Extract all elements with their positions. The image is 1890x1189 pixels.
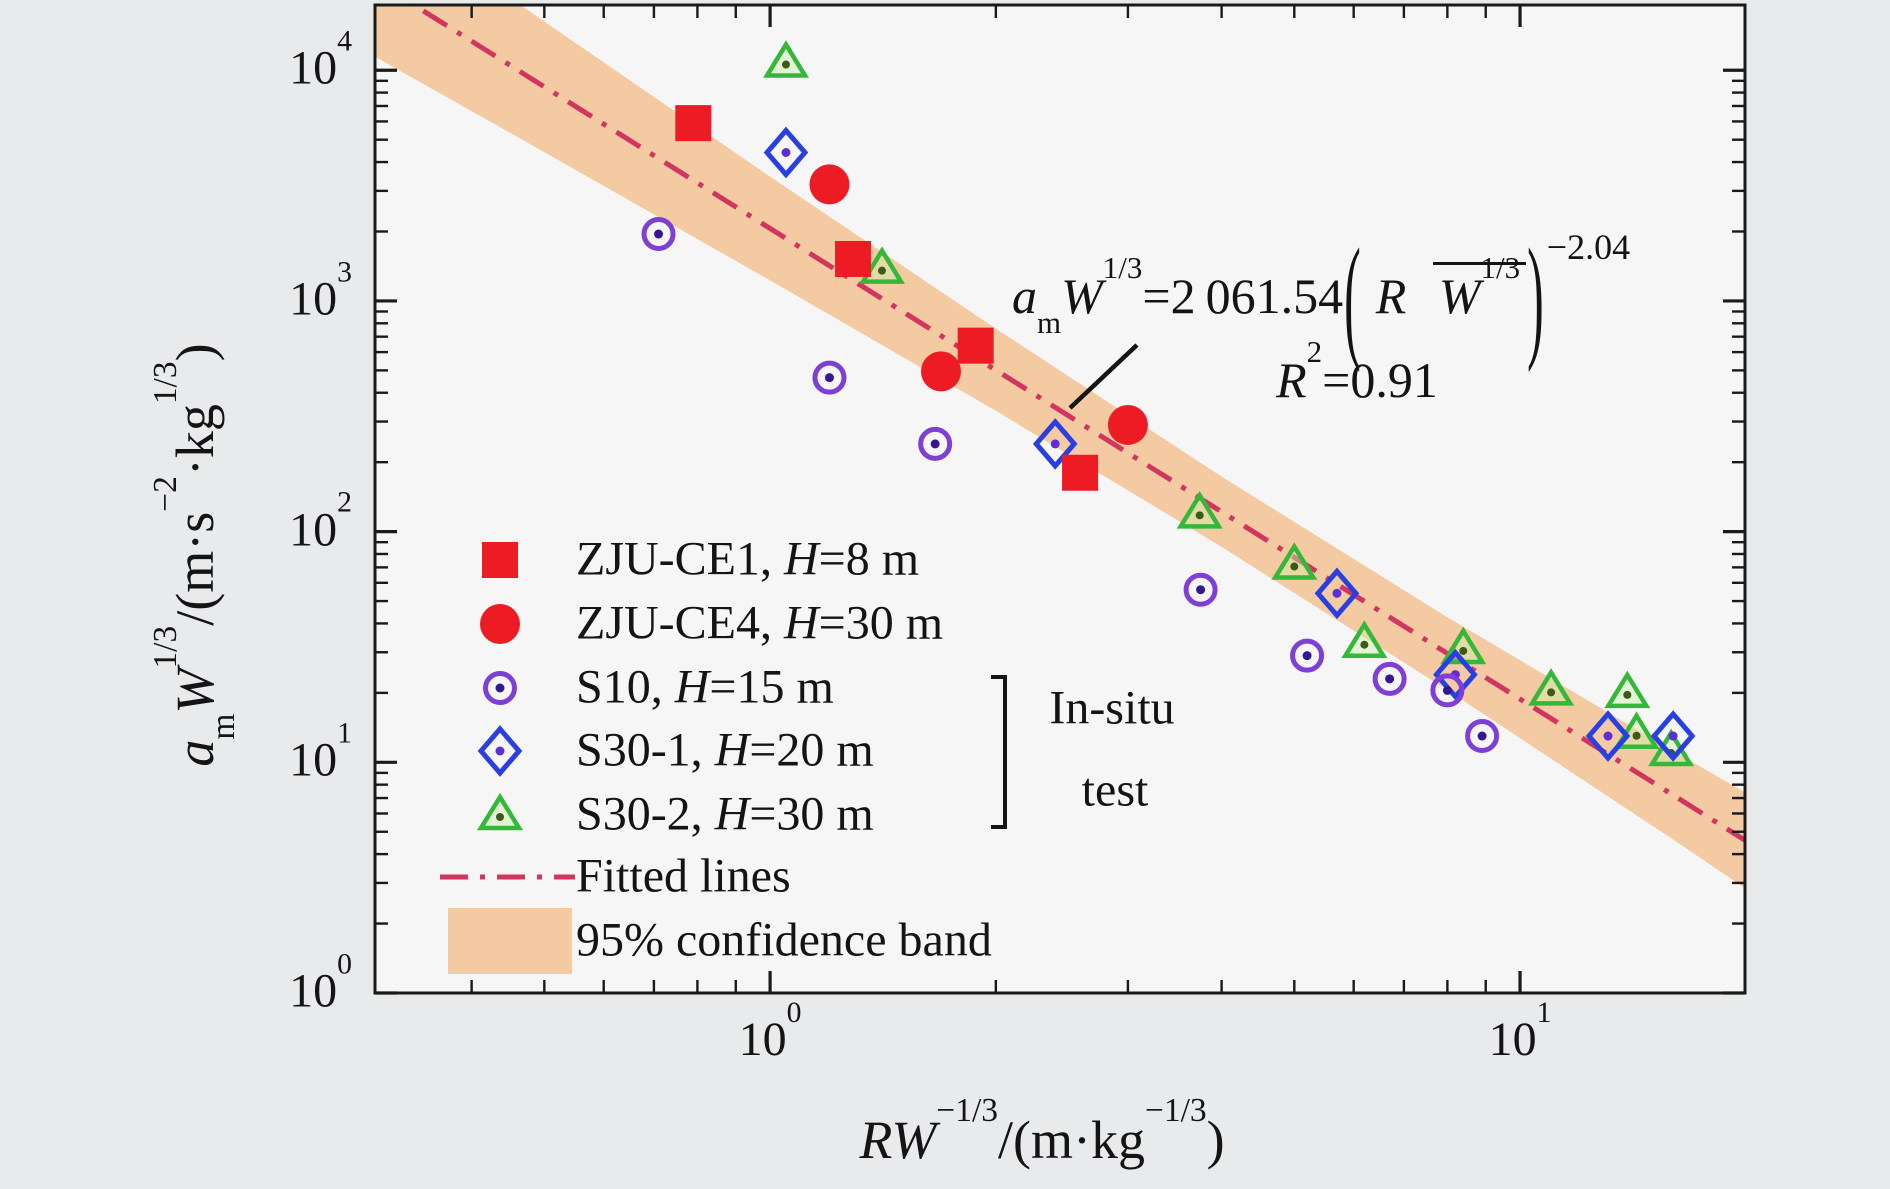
equation-callout-line	[1068, 343, 1139, 410]
data-point-marker	[476, 792, 524, 831]
data-point-marker	[675, 105, 712, 142]
data-point-marker	[1290, 638, 1325, 673]
x-tick-label: 101	[1488, 995, 1552, 1066]
legend-label-3: S30-1, H=20 m	[576, 723, 874, 777]
data-point-marker	[918, 426, 953, 461]
data-point-marker	[763, 126, 809, 179]
data-point-marker	[835, 240, 872, 277]
data-point-marker	[641, 217, 676, 252]
y-tick-label: 104	[289, 24, 352, 95]
fraction-numerator: R	[1375, 268, 1407, 324]
data-point-marker	[1528, 668, 1575, 706]
legend-label-4: S30-2, H=30 m	[576, 787, 874, 841]
series-S30-1	[763, 126, 1696, 762]
data-point-marker	[1107, 404, 1148, 445]
in-situ-test-label-line2: test	[1081, 763, 1149, 817]
legend-label-6: 95% confidence band	[576, 913, 992, 967]
data-point-marker	[957, 327, 994, 364]
data-point-marker	[1604, 670, 1651, 709]
y-tick-label: 100	[289, 946, 352, 1018]
equation-prefix: amW1/3=2 061.54	[1012, 250, 1344, 340]
data-point-marker	[1650, 710, 1696, 762]
confidence-band	[375, 5, 1745, 889]
data-point-marker	[1032, 418, 1078, 470]
legend-markers	[440, 542, 575, 974]
equation-fraction: R W1/3	[1362, 252, 1527, 325]
legend-label-1: ZJU-CE4, H=30 m	[576, 596, 944, 650]
legend-label-5: Fitted lines	[576, 849, 791, 903]
fitted-line	[409, 5, 1745, 843]
open-paren: (	[1344, 219, 1361, 373]
data-point-marker	[1372, 661, 1407, 696]
data-point-marker	[1430, 673, 1465, 708]
data-point-marker	[1062, 454, 1099, 491]
data-point-marker	[480, 604, 520, 644]
plot-frame	[373, 3, 1747, 995]
fit-equation: amW1/3=2 061.54 ( R W1/3 ) −2.04	[1012, 219, 1631, 373]
data-point-marker	[1183, 572, 1218, 607]
data-point-marker	[1585, 710, 1631, 762]
data-point-marker	[762, 40, 809, 78]
legend-label-2: S10, H=15 m	[576, 660, 834, 714]
equation-exponent: −2.04	[1546, 227, 1631, 267]
in-situ-test-label-line1: In-situ	[1049, 681, 1175, 735]
r-squared-value: R2=0.91	[1276, 334, 1438, 408]
fraction-denominator: W1/3	[1432, 252, 1527, 324]
data-point-marker	[1176, 491, 1223, 529]
x-tick-label: 100	[738, 995, 802, 1066]
data-point-marker	[812, 360, 847, 395]
close-paren: )	[1527, 219, 1544, 373]
axis-ticks	[375, 5, 1745, 995]
x-axis-title: RW−1/3/(m·kg−1/3)	[859, 1091, 1225, 1170]
data-point-marker	[1465, 719, 1500, 754]
legend-label-0: ZJU-CE1, H=8 m	[576, 532, 920, 586]
data-point-marker	[809, 164, 850, 205]
data-point-marker	[483, 671, 517, 705]
y-tick-label: 102	[289, 485, 352, 556]
series-S10	[641, 217, 1500, 754]
data-point-marker	[477, 725, 523, 777]
data-point-marker	[482, 542, 518, 578]
y-tick-label: 103	[289, 254, 352, 326]
data-point-marker	[920, 351, 961, 392]
data-point-marker	[858, 246, 906, 284]
series-ZJU-CE1	[675, 105, 1099, 491]
y-tick-label: 101	[289, 716, 352, 787]
data-point-marker	[1271, 542, 1318, 580]
in-situ-bracket	[991, 675, 1007, 829]
data-point-marker	[1314, 567, 1360, 620]
data-point-marker	[1341, 620, 1388, 658]
series-ZJU-CE4	[809, 164, 1148, 445]
